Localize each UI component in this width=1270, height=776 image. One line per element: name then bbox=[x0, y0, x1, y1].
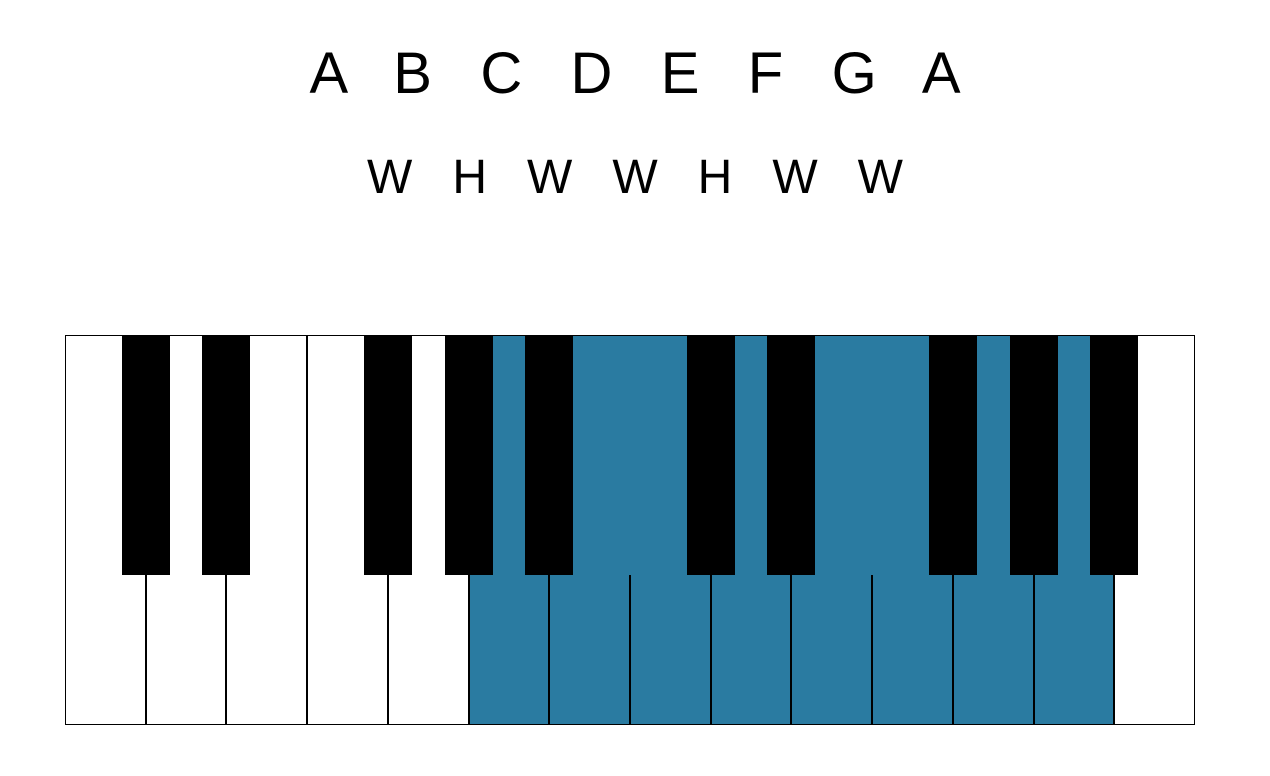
highlight-upper bbox=[815, 335, 872, 576]
piano-keyboard bbox=[65, 335, 1195, 725]
highlight-upper bbox=[573, 335, 630, 576]
highlight-lower bbox=[791, 575, 872, 725]
highlight-lower bbox=[711, 575, 792, 725]
black-key-fsharp bbox=[364, 335, 412, 575]
black-key-dsharp bbox=[202, 335, 250, 575]
black-key-gsharp bbox=[445, 335, 493, 575]
keyboard-inner bbox=[65, 335, 1195, 725]
scale-step-labels: W H W W H W W bbox=[0, 150, 1270, 205]
black-key-fsharp bbox=[929, 335, 977, 575]
highlight-upper bbox=[1058, 335, 1091, 576]
highlight-upper bbox=[977, 335, 1010, 576]
black-key-asharp bbox=[1090, 335, 1138, 575]
highlight-lower bbox=[953, 575, 1034, 725]
scale-note-labels: A B C D E F G A bbox=[0, 40, 1270, 107]
page: { "canvas": { "width": 1270, "height": 7… bbox=[0, 0, 1270, 776]
black-key-asharp bbox=[525, 335, 573, 575]
highlight-upper bbox=[493, 335, 526, 576]
highlight-upper bbox=[735, 335, 768, 576]
highlight-lower bbox=[469, 575, 550, 725]
black-key-dsharp bbox=[767, 335, 815, 575]
highlight-lower bbox=[872, 575, 953, 725]
black-key-csharp bbox=[687, 335, 735, 575]
highlight-lower bbox=[630, 575, 711, 725]
highlight-lower bbox=[549, 575, 630, 725]
black-key-gsharp bbox=[1010, 335, 1058, 575]
highlight-upper bbox=[872, 335, 929, 576]
highlight-lower bbox=[1034, 575, 1115, 725]
black-key-csharp bbox=[122, 335, 170, 575]
highlight-upper bbox=[630, 335, 687, 576]
